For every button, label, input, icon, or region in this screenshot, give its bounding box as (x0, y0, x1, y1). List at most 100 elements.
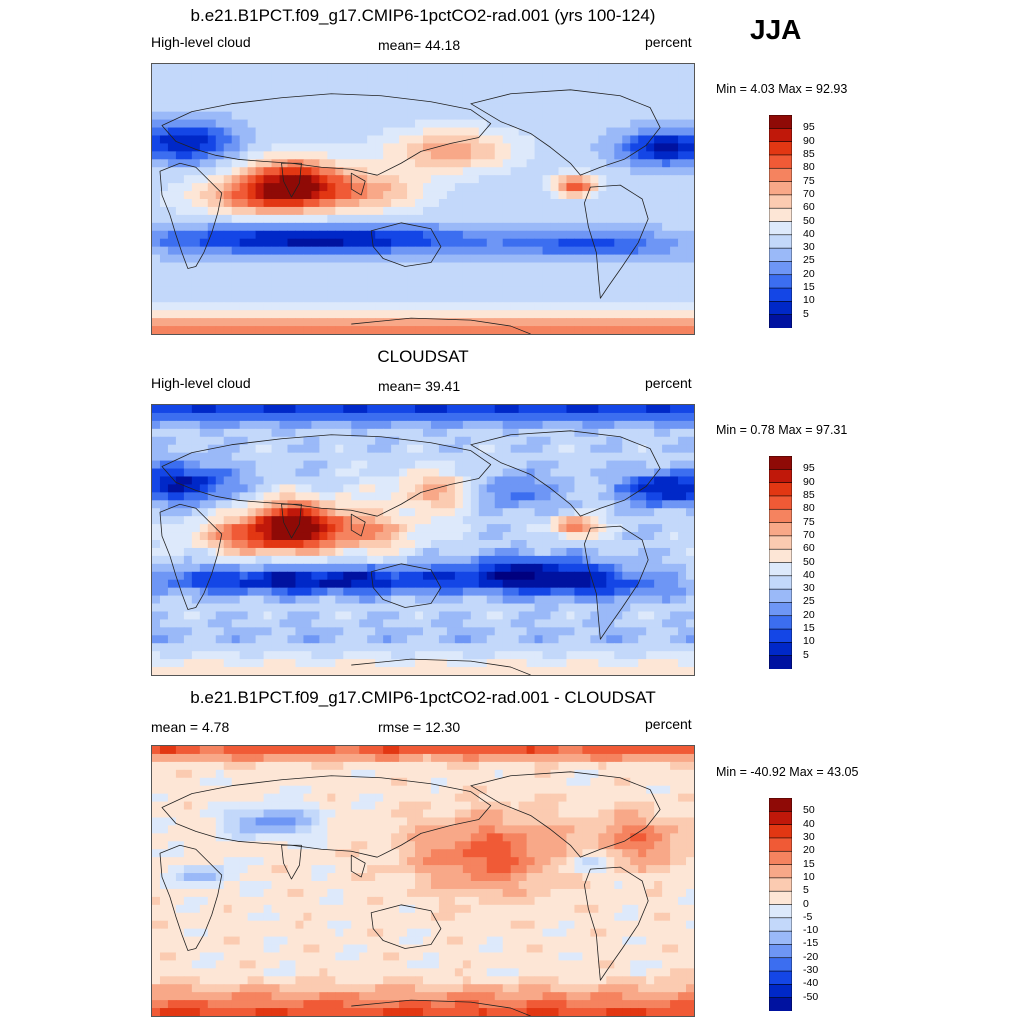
colorbar-box (769, 194, 792, 209)
colorbar-box (769, 890, 792, 906)
coastline (351, 999, 531, 1016)
colorbar-tick-label: 85 (803, 147, 815, 160)
colorbar-box (769, 917, 792, 932)
colorbar-box (769, 522, 792, 537)
panel3-rmse-label: rmse = 12.30 (378, 719, 461, 735)
colorbar-box (769, 221, 792, 236)
colorbar-tick-label: 10 (803, 635, 815, 648)
colorbar-box (769, 837, 792, 852)
panel2-variable-label: High-level cloud (151, 375, 251, 391)
colorbar-tick-label: 20 (803, 267, 815, 280)
colorbar-box (769, 864, 792, 879)
colorbar-box (769, 811, 792, 826)
panel2-map (151, 404, 695, 676)
coastline (159, 503, 223, 610)
colorbar-tick-label: -20 (803, 950, 819, 963)
panel3-contours (152, 746, 694, 1016)
panel1-mean-label: mean= 44.18 (378, 37, 461, 53)
coastline (281, 503, 302, 539)
colorbar-tick-label: 5 (803, 884, 809, 897)
colorbar-box (769, 301, 792, 316)
panel1-units-label: percent (645, 34, 692, 50)
colorbar-tick-label: 15 (803, 281, 815, 294)
colorbar-box (769, 970, 792, 986)
panel1-colorbar (769, 115, 792, 328)
colorbar-tick-label: 30 (803, 241, 815, 254)
panel2-map-svg (152, 405, 694, 675)
colorbar-box (769, 314, 792, 328)
coastline (470, 771, 661, 858)
colorbar-tick-label: 50 (803, 555, 815, 568)
colorbar-tick-label: 0 (803, 897, 809, 910)
panel1-map-svg (152, 64, 694, 334)
colorbar-tick-label: 40 (803, 227, 815, 240)
colorbar-box (769, 562, 792, 577)
panel2-title: CLOUDSAT (377, 347, 469, 366)
colorbar-tick-label: 20 (803, 608, 815, 621)
coastline (584, 184, 649, 299)
colorbar-tick-label: -40 (803, 977, 819, 990)
colorbar-tick-label: 80 (803, 161, 815, 174)
panel2-minmax: Min = 0.78 Max = 97.31 (716, 423, 848, 437)
colorbar-tick-label: 60 (803, 201, 815, 214)
colorbar-box (769, 234, 792, 249)
coastline (161, 434, 492, 517)
colorbar-tick-label: 75 (803, 174, 815, 187)
colorbar-tick-label: 70 (803, 187, 815, 200)
panel2-mean-label: mean= 39.41 (378, 378, 461, 394)
colorbar-tick-label: 5 (803, 307, 809, 320)
colorbar-tick-label: 25 (803, 254, 815, 267)
panel2-units-label: percent (645, 375, 692, 391)
coastline (350, 854, 366, 878)
panel1-minmax: Min = 4.03 Max = 92.93 (716, 82, 848, 96)
colorbar-tick-label: 50 (803, 804, 815, 817)
coastline (584, 525, 649, 640)
colorbar-tick-label: -10 (803, 924, 819, 937)
colorbar-box (769, 128, 792, 143)
panel3-colorbar (769, 798, 792, 1011)
colorbar-tick-label: 5 (803, 648, 809, 661)
colorbar-box (769, 456, 792, 471)
coastline (350, 513, 366, 537)
colorbar-tick-label: 90 (803, 134, 815, 147)
colorbar-tick-label: 95 (803, 121, 815, 134)
colorbar-tick-label: -50 (803, 990, 819, 1003)
colorbar-box (769, 115, 792, 130)
coastline (159, 162, 223, 269)
season-label: JJA (750, 14, 802, 45)
colorbar-box (769, 207, 792, 223)
coastline (281, 162, 302, 198)
colorbar-box (769, 615, 792, 630)
colorbar-box (769, 261, 792, 276)
colorbar-box (769, 904, 792, 919)
colorbar-tick-label: 85 (803, 488, 815, 501)
colorbar-box (769, 628, 792, 644)
colorbar-box (769, 655, 792, 669)
panel1-map (151, 63, 695, 335)
colorbar-tick-label: 15 (803, 857, 815, 870)
colorbar-box (769, 469, 792, 484)
coastline (281, 844, 302, 880)
panel3-map (151, 745, 695, 1017)
panel1-colorbar-svg (769, 115, 792, 328)
colorbar-box (769, 850, 792, 866)
coastline (159, 844, 223, 951)
colorbar-tick-label: 25 (803, 595, 815, 608)
colorbar-box (769, 824, 792, 839)
colorbar-tick-label: 20 (803, 844, 815, 857)
colorbar-tick-label: 80 (803, 502, 815, 515)
colorbar-box (769, 167, 792, 183)
coastline (370, 563, 442, 608)
coastline (351, 658, 531, 675)
panel3-minmax: Min = -40.92 Max = 43.05 (716, 765, 859, 779)
panel1-coastlines (159, 89, 661, 334)
colorbar-tick-label: -5 (803, 910, 813, 923)
colorbar-box (769, 274, 792, 289)
colorbar-box (769, 984, 792, 999)
panel1-title: b.e21.B1PCT.f09_g17.CMIP6-1pctCO2-rad.00… (190, 6, 656, 25)
panel3-units-label: percent (645, 716, 692, 732)
colorbar-tick-label: 75 (803, 515, 815, 528)
colorbar-box (769, 602, 792, 617)
coastline (370, 222, 442, 267)
colorbar-box (769, 508, 792, 524)
